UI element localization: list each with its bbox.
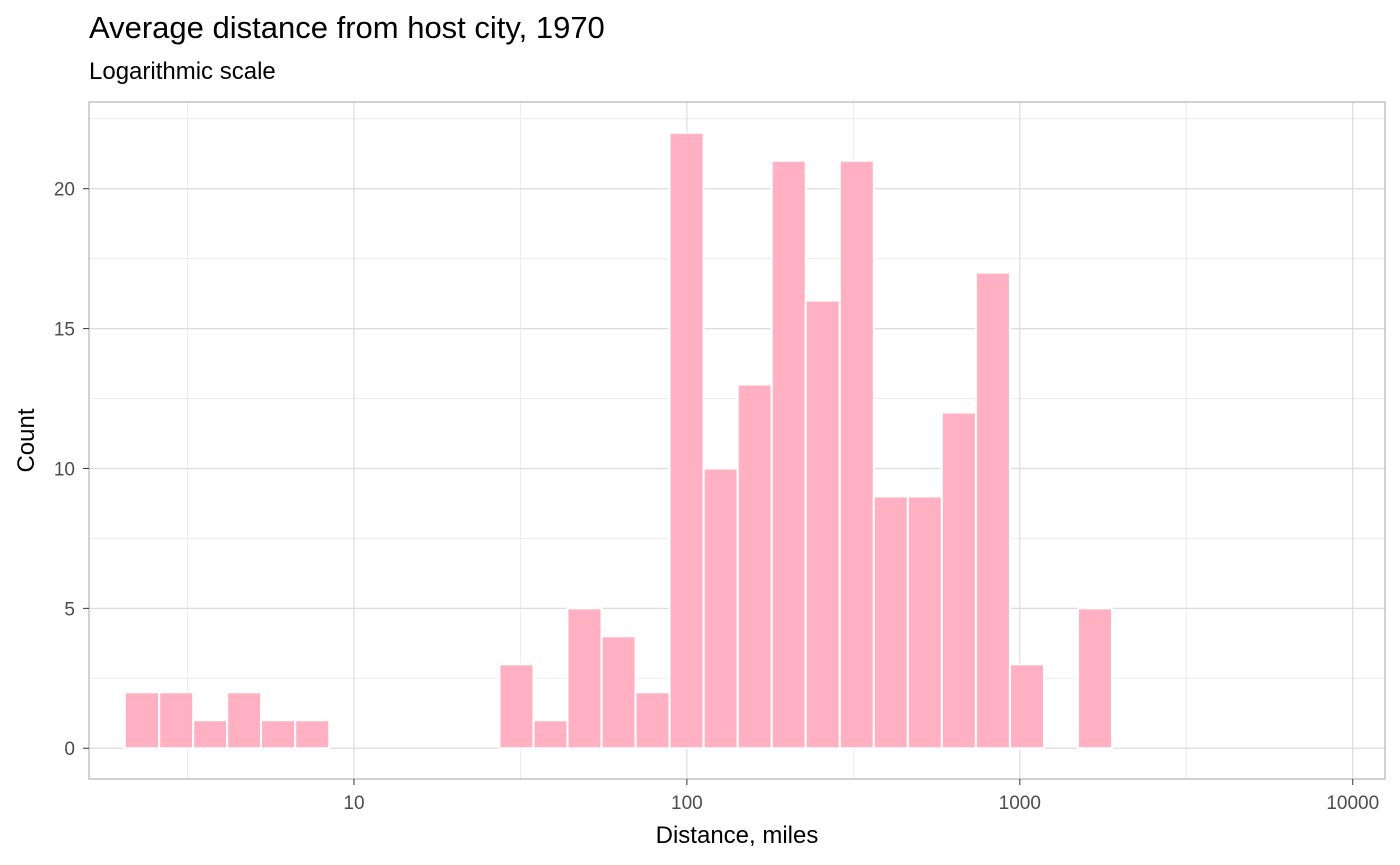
y-tick-label: 15 <box>54 320 75 341</box>
histogram-bar <box>838 159 875 750</box>
chart-subtitle: Logarithmic scale <box>89 58 276 85</box>
y-tick-label: 5 <box>64 599 75 620</box>
histogram-bar <box>702 467 739 750</box>
histogram-bar <box>566 607 603 750</box>
histogram-bar <box>498 663 535 750</box>
x-tick-label: 10 <box>343 793 364 814</box>
histogram-bar <box>192 719 229 750</box>
histogram-bar <box>600 635 637 750</box>
histogram-bar <box>123 691 161 750</box>
histogram-bar <box>974 271 1011 750</box>
y-axis-title: Count <box>13 408 40 472</box>
histogram-bar <box>872 495 909 750</box>
histogram-bar <box>1008 663 1045 750</box>
histogram-bar <box>294 719 331 750</box>
histogram-bar <box>158 691 195 750</box>
x-tick-label: 100 <box>671 793 703 814</box>
histogram-bar <box>940 411 977 750</box>
y-axis-ticks: 0 5 10 15 20 <box>54 180 89 760</box>
histogram-bar <box>260 719 297 750</box>
histogram-bars <box>123 131 1114 750</box>
histogram-bar <box>1077 607 1114 750</box>
panel-border <box>88 101 1386 780</box>
histogram-bar <box>770 159 807 750</box>
x-tick-label: 10000 <box>1326 793 1379 814</box>
histogram-bar <box>804 299 841 750</box>
histogram-bar <box>736 383 773 750</box>
histogram-bar <box>634 691 671 750</box>
x-axis-title: Distance, miles <box>656 822 819 849</box>
histogram-bar <box>226 691 263 750</box>
x-axis-ticks: 10 100 1000 10000 <box>343 779 1379 814</box>
histogram-bar <box>532 719 569 750</box>
y-tick-label: 0 <box>64 739 75 760</box>
y-tick-label: 10 <box>54 459 75 480</box>
histogram-bar <box>668 131 705 750</box>
histogram-bar <box>906 495 943 750</box>
x-tick-label: 1000 <box>999 793 1041 814</box>
chart-title: Average distance from host city, 1970 <box>89 10 605 45</box>
y-tick-label: 20 <box>54 180 75 201</box>
